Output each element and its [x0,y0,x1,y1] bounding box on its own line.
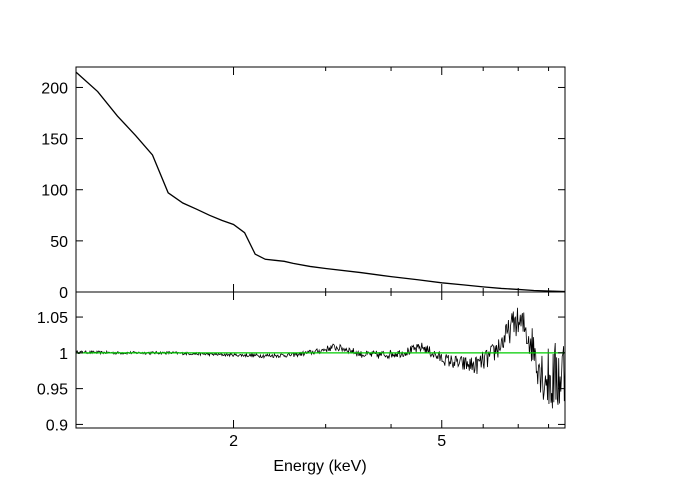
y-tick-label: 50 [50,234,68,251]
x-axis-label: Energy (keV) [273,458,366,475]
y-tick-label: 150 [41,132,68,149]
y-tick-label: 100 [41,183,68,200]
x-tick-label: 5 [437,433,446,450]
x-tick-label: 2 [229,433,238,450]
plot-frame [75,291,566,429]
y-tick-label: 0.95 [37,382,68,399]
y-tick-label: 0.9 [46,417,68,434]
residual-panel: 0.9 0.95 1 1.05 2 5 [37,291,566,450]
y-tick-label: 1 [59,346,68,363]
y-tick-label: 0 [59,285,68,302]
spectrum-series-line [75,71,566,293]
y-tick-label: 200 [41,80,68,97]
y-tick-label: 1.05 [37,310,68,327]
